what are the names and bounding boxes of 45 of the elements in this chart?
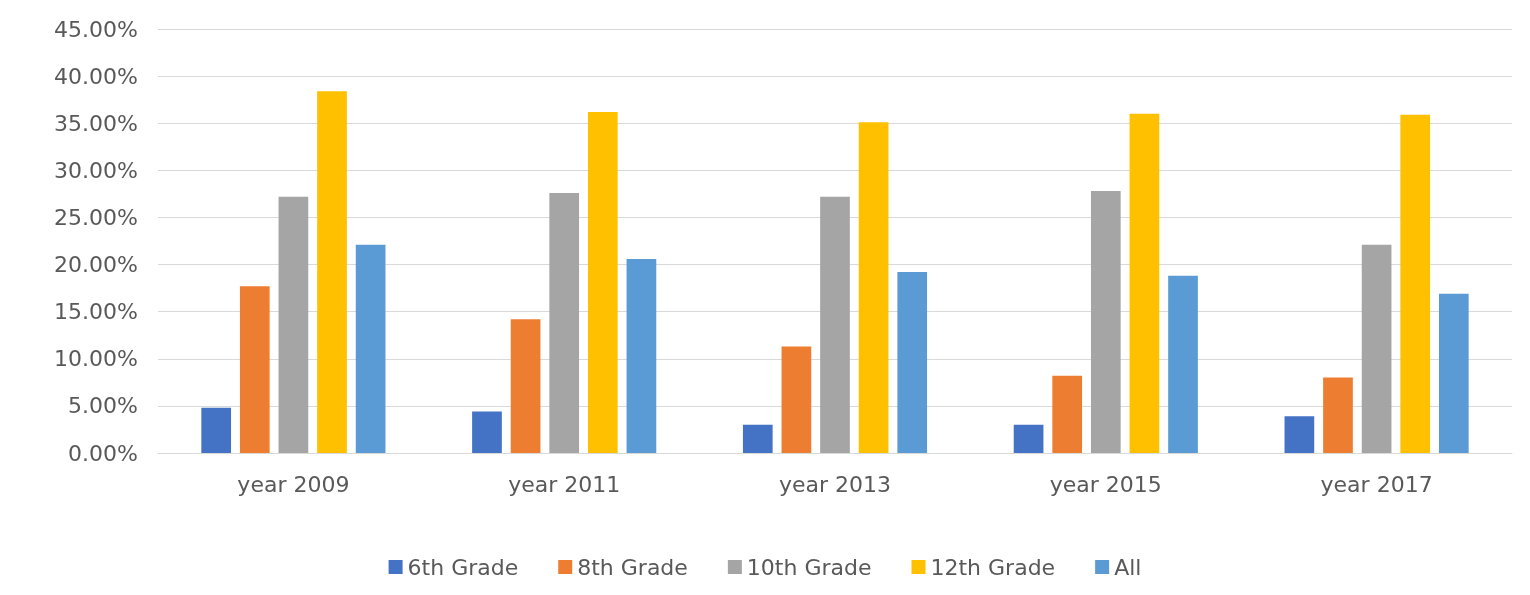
y-tick-label: 35.00% <box>54 110 138 136</box>
bar <box>820 196 850 453</box>
y-tick-label: 5.00% <box>68 393 138 419</box>
bar <box>549 192 580 453</box>
bar <box>239 286 270 453</box>
bar <box>1438 293 1469 453</box>
bar <box>510 319 541 453</box>
bar <box>1013 424 1044 453</box>
bar <box>742 424 773 453</box>
y-tick-label: 15.00% <box>54 299 138 325</box>
x-tick-label: year 2013 <box>778 471 892 497</box>
bar <box>1090 191 1121 453</box>
bar <box>317 91 347 453</box>
x-tick-label: year 2009 <box>237 471 350 497</box>
bar <box>355 244 386 453</box>
legend-label: All <box>1114 554 1142 580</box>
legend-label: 10th Grade <box>746 554 872 580</box>
bar <box>587 111 618 453</box>
y-tick-label: 45.00% <box>54 16 138 42</box>
bar <box>1168 275 1198 453</box>
y-tick-label: 30.00% <box>54 157 138 183</box>
bar <box>1323 377 1353 453</box>
x-tick-label: year 2011 <box>508 471 621 497</box>
y-tick-label: 0.00% <box>68 440 138 466</box>
bar <box>1400 114 1431 453</box>
bar <box>1129 113 1160 453</box>
bar <box>858 122 889 453</box>
y-tick-label: 10.00% <box>54 346 138 372</box>
legend-label: 6th Grade <box>407 554 519 580</box>
legend-label: 12th Grade <box>930 554 1056 580</box>
y-tick-label: 25.00% <box>54 204 138 230</box>
y-tick-label: 20.00% <box>54 252 138 278</box>
bar <box>897 272 928 453</box>
x-tick-label: year 2015 <box>1049 471 1162 497</box>
bar <box>278 196 309 453</box>
bar <box>1052 375 1083 453</box>
x-tick-label: year 2017 <box>1320 471 1433 497</box>
y-tick-label: 40.00% <box>54 63 138 89</box>
bar <box>472 411 502 453</box>
bar <box>201 407 232 453</box>
bar <box>626 258 657 453</box>
bar <box>1361 244 1392 453</box>
legend-label: 8th Grade <box>577 554 688 580</box>
bar <box>781 346 812 453</box>
bar <box>1284 416 1315 453</box>
